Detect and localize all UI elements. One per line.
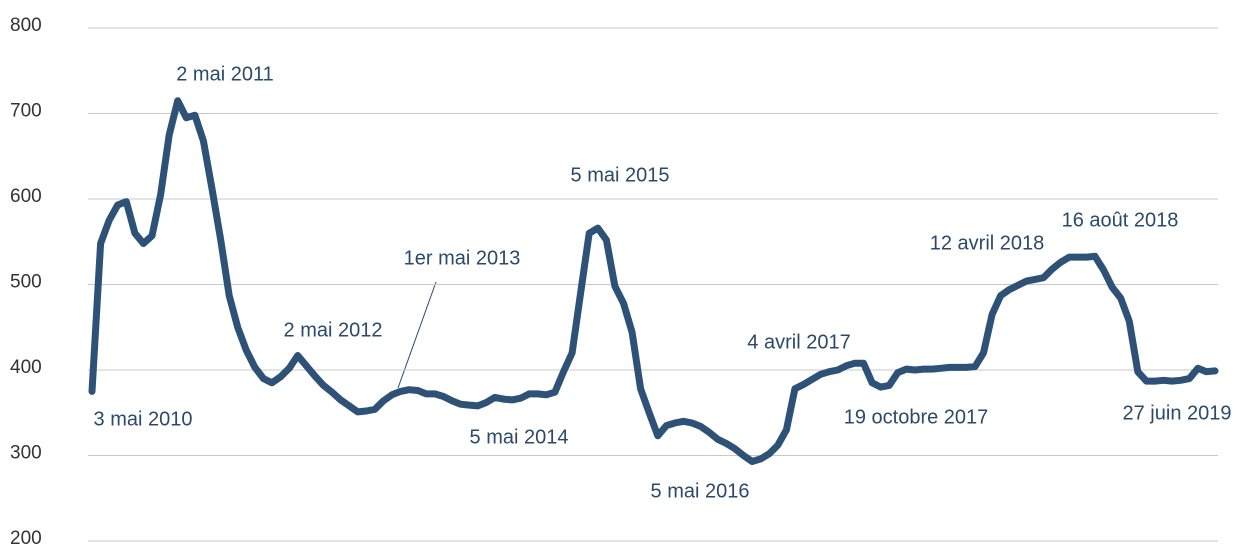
annotation: 3 mai 2010 xyxy=(94,408,193,430)
annotation: 12 avril 2018 xyxy=(930,232,1045,254)
annotation: 5 mai 2016 xyxy=(651,480,750,502)
y-tick-label: 200 xyxy=(10,528,42,545)
annotation: 19 octobre 2017 xyxy=(844,406,989,428)
annotation: 4 avril 2017 xyxy=(747,331,850,353)
y-tick-label: 500 xyxy=(10,272,42,293)
annotation: 16 août 2018 xyxy=(1062,209,1179,231)
line xyxy=(88,97,1219,465)
annotation: 5 mai 2014 xyxy=(470,426,569,448)
y-tick-label: 800 xyxy=(10,15,42,36)
y-tick-label: 400 xyxy=(10,357,42,378)
y-tick-label: 600 xyxy=(10,186,42,207)
annotation: 2 mai 2011 xyxy=(176,63,273,85)
annotation: 2 mai 2012 xyxy=(284,319,383,341)
y-tick-label: 700 xyxy=(10,101,42,122)
annotation: 1er mai 2013 xyxy=(404,247,521,269)
y-tick-label: 300 xyxy=(10,443,42,464)
annotation: 27 juin 2019 xyxy=(1123,402,1232,424)
annotation: 5 mai 2015 xyxy=(571,164,670,186)
leader-line xyxy=(397,281,437,389)
